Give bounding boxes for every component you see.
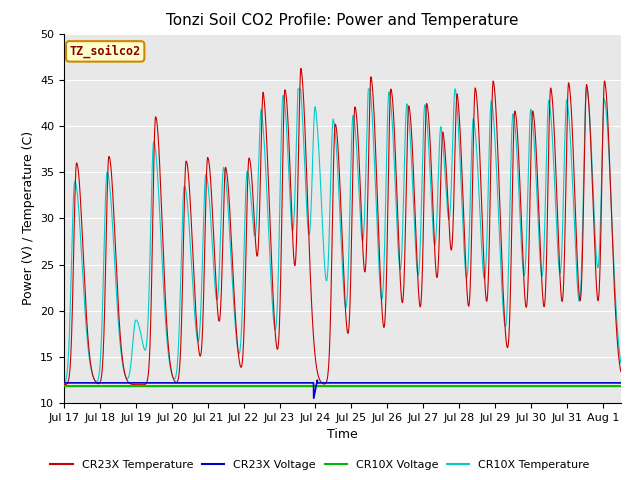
CR10X Voltage [298,383,305,389]
CR23X Voltage [274,380,282,386]
CR23X Temperature [617,369,625,374]
CR10X Temperature [157,227,164,233]
CR10X Temperature [606,175,614,180]
CR23X Voltage [617,380,625,386]
CR10X Voltage [60,383,68,389]
CR23X Voltage [547,380,554,386]
CR23X Temperature [298,73,306,79]
CR10X Temperature [617,360,625,366]
CR23X Voltage [124,380,131,386]
Legend: CR23X Temperature, CR23X Voltage, CR10X Voltage, CR10X Temperature: CR23X Temperature, CR23X Voltage, CR10X … [46,456,594,474]
CR10X Temperature [546,105,554,110]
CR23X Temperature [606,177,614,182]
CR10X Voltage [606,383,614,389]
CR23X Temperature [297,66,305,72]
CR23X Voltage [314,377,321,383]
CR23X Temperature [547,88,554,94]
CR23X Temperature [274,346,282,352]
CR10X Voltage [274,383,282,389]
X-axis label: Time: Time [327,429,358,442]
CR10X Temperature [124,376,131,382]
Line: CR10X Temperature: CR10X Temperature [64,89,621,384]
Line: CR23X Voltage: CR23X Voltage [64,380,621,398]
CR23X Voltage [60,380,68,386]
CR10X Temperature [294,86,302,92]
CR10X Temperature [60,381,68,387]
CR23X Temperature [124,378,131,384]
CR23X Temperature [157,186,164,192]
CR10X Voltage [157,383,164,389]
CR10X Voltage [546,383,554,389]
Title: Tonzi Soil CO2 Profile: Power and Temperature: Tonzi Soil CO2 Profile: Power and Temper… [166,13,518,28]
CR10X Voltage [124,383,131,389]
CR10X Temperature [298,103,306,109]
CR23X Voltage [310,396,317,401]
CR23X Voltage [606,380,614,386]
CR10X Voltage [617,383,625,389]
CR10X Temperature [274,298,282,303]
Line: CR23X Temperature: CR23X Temperature [64,69,621,384]
CR23X Temperature [60,382,68,387]
CR23X Temperature [137,382,145,387]
CR23X Voltage [298,380,305,386]
Text: TZ_soilco2: TZ_soilco2 [70,45,141,58]
CR23X Voltage [157,380,164,386]
Y-axis label: Power (V) / Temperature (C): Power (V) / Temperature (C) [22,132,35,305]
